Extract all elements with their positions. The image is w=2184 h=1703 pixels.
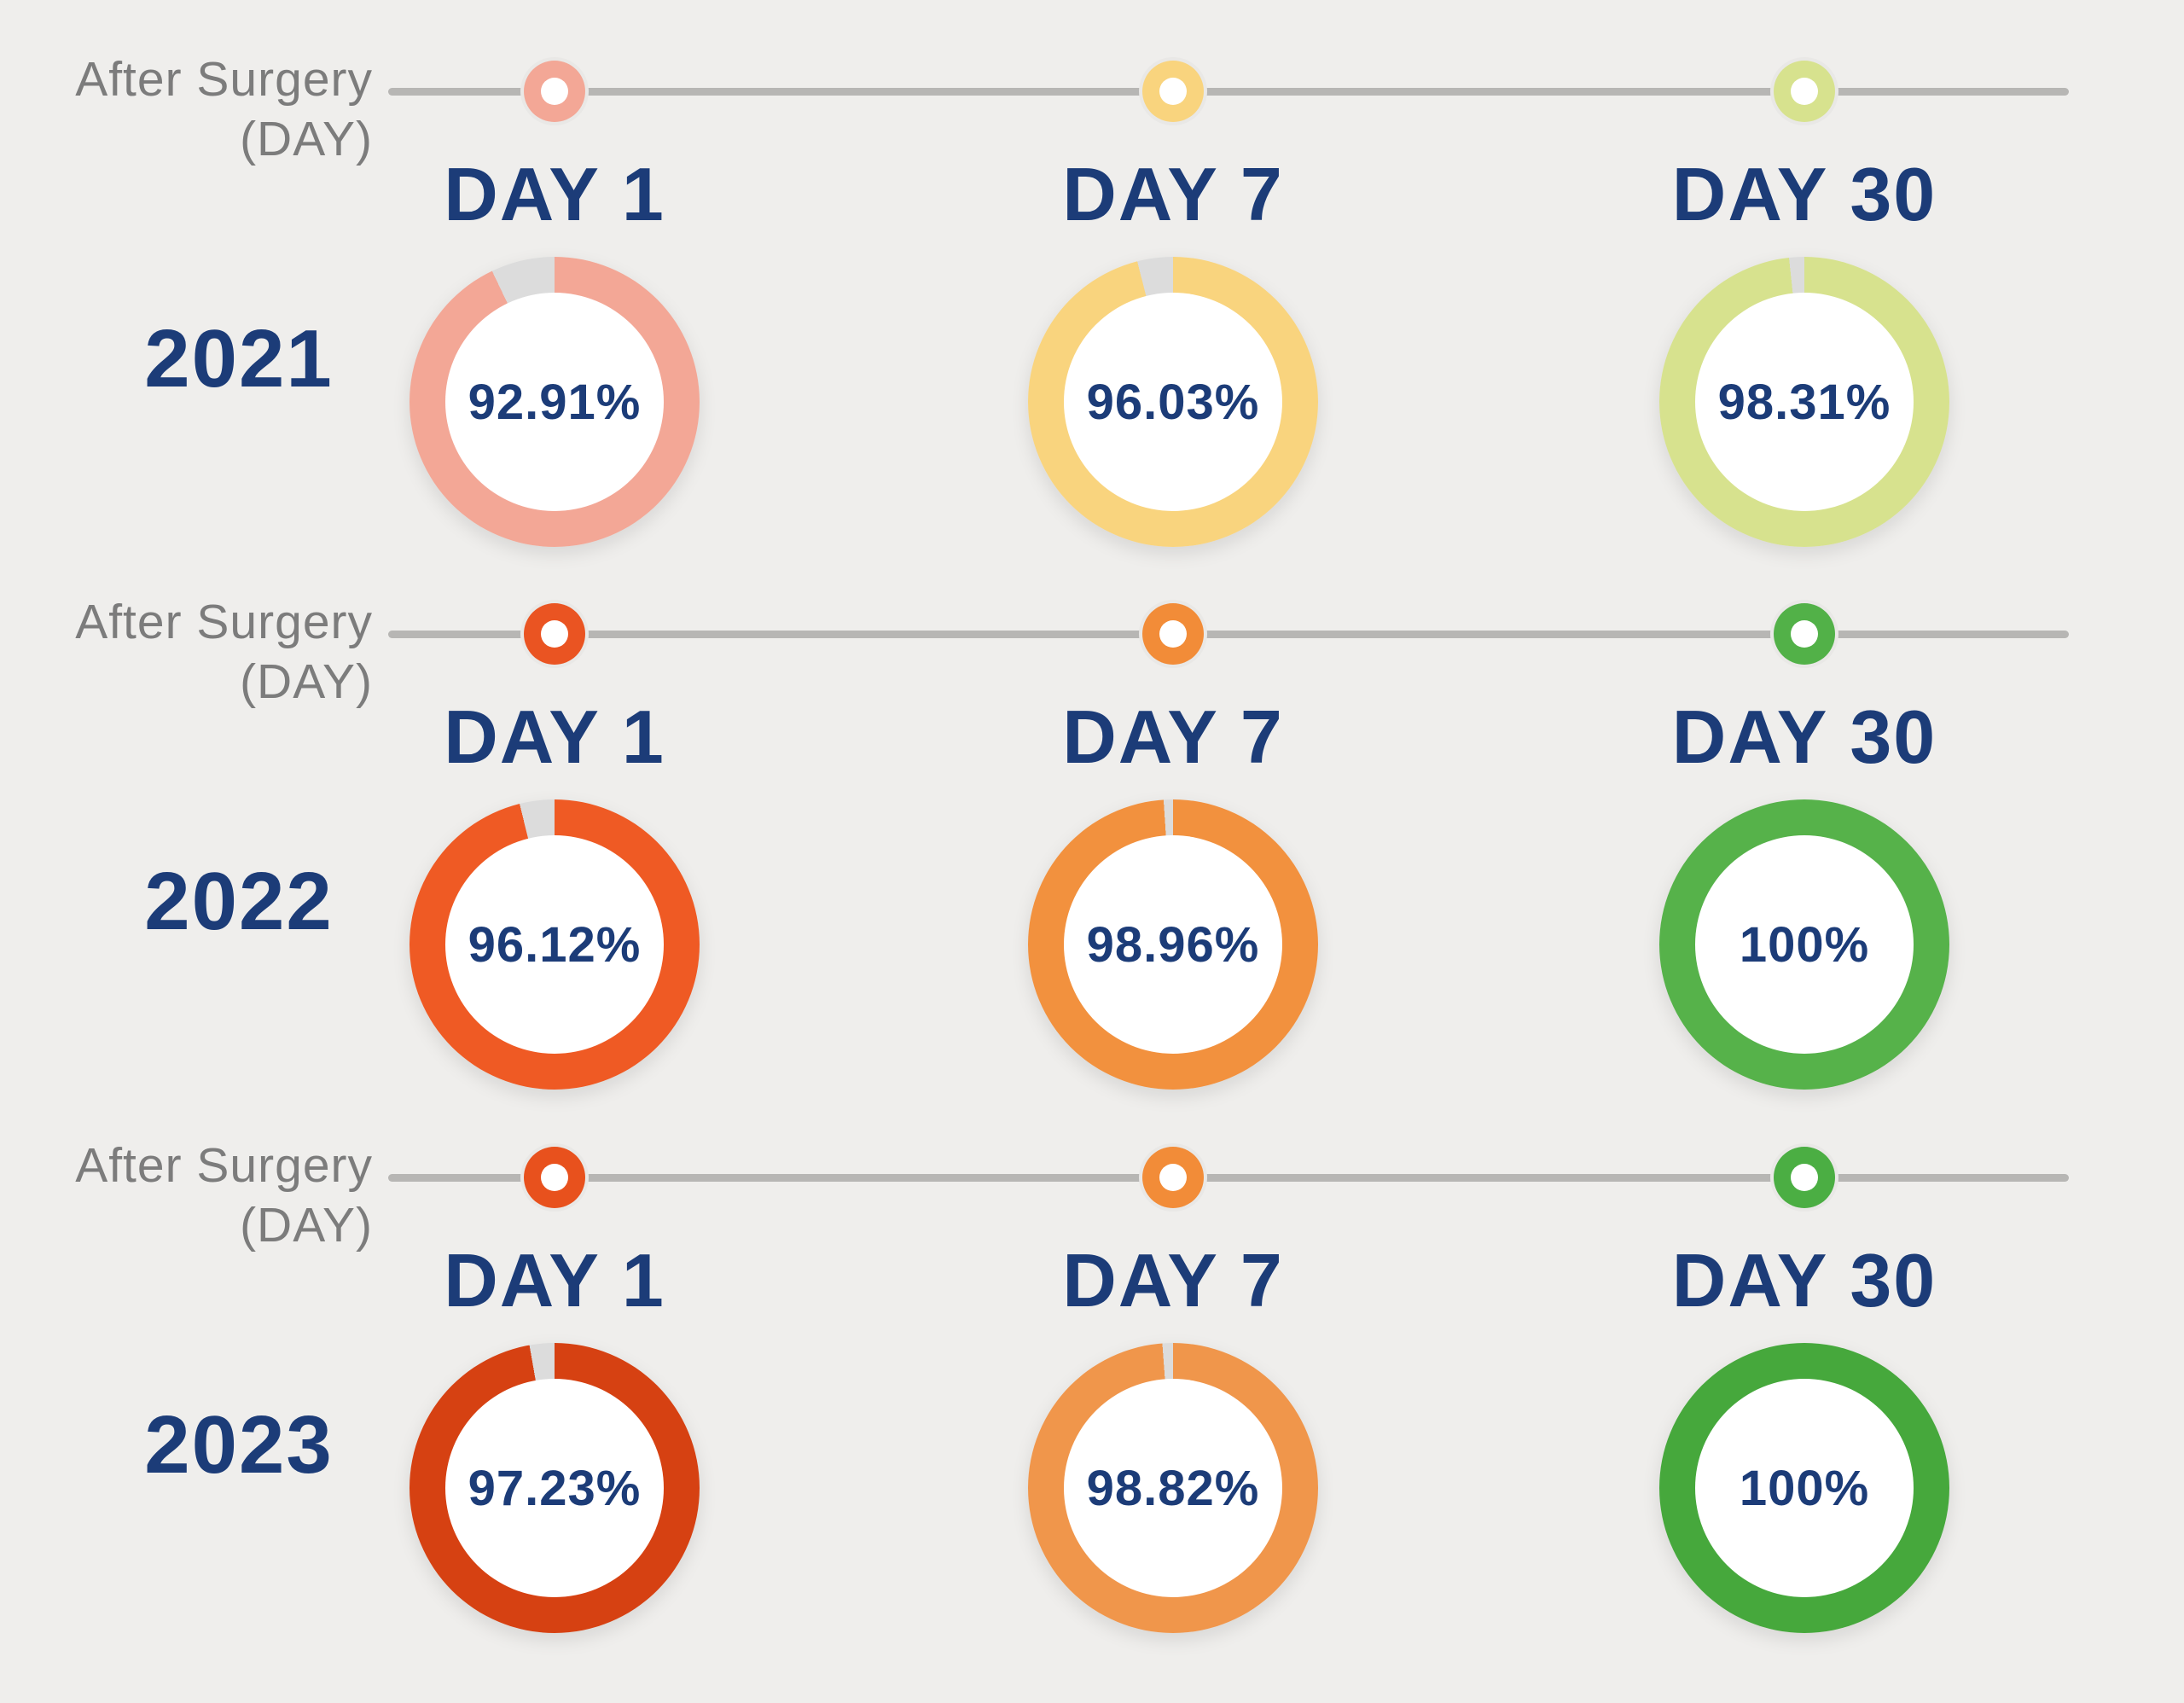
donut-hole [1695, 1379, 1914, 1597]
donut-value: 96.03% [1086, 374, 1260, 430]
timeline-track [388, 88, 2069, 96]
donut-chart: 98.96% [1028, 799, 1318, 1090]
timeline-marker-day7 [1139, 600, 1207, 668]
donut-chart: 97.23% [410, 1343, 700, 1633]
axis-label-line2: (DAY) [240, 112, 373, 166]
day-label: DAY 30 [1671, 695, 1937, 779]
donut-chart: 98.31% [1659, 257, 1949, 547]
year-row: After Surgery (DAY) DAY 1 DAY 7 DAY 30 2… [0, 1086, 2184, 1633]
donut-value: 98.31% [1717, 374, 1891, 430]
axis-label: After Surgery (DAY) [0, 1136, 373, 1255]
donut-value: 98.82% [1086, 1460, 1260, 1516]
axis-label-line1: After Surgery [75, 595, 373, 649]
donut-hole [445, 1379, 664, 1597]
donut-hole [1064, 1379, 1282, 1597]
donut-hole [1064, 835, 1282, 1054]
timeline-marker-day30 [1770, 1143, 1838, 1212]
year-row: After Surgery (DAY) DAY 1 DAY 7 DAY 30 2… [0, 0, 2184, 547]
axis-label-line1: After Surgery [75, 52, 373, 107]
day-label: DAY 30 [1671, 152, 1937, 236]
donut-chart: 100% [1659, 1343, 1949, 1633]
day-label: DAY 1 [444, 152, 665, 236]
donut-chart: 96.12% [410, 799, 700, 1090]
timeline-track [388, 1174, 2069, 1182]
donut-hole [445, 835, 664, 1054]
timeline-marker-day30 [1770, 57, 1838, 125]
donut-value: 97.23% [468, 1460, 642, 1516]
day-label: DAY 30 [1671, 1238, 1937, 1322]
donut-chart: 92.91% [410, 257, 700, 547]
donut-value: 96.12% [468, 916, 642, 973]
donut-chart: 96.03% [1028, 257, 1318, 547]
year-row: After Surgery (DAY) DAY 1 DAY 7 DAY 30 2… [0, 543, 2184, 1090]
donut-hole [1695, 293, 1914, 511]
axis-label-line1: After Surgery [75, 1138, 373, 1193]
donut-value: 100% [1739, 916, 1870, 973]
donut-value: 92.91% [468, 374, 642, 430]
day-label: DAY 7 [1062, 1238, 1284, 1322]
timeline-marker-day7 [1139, 1143, 1207, 1212]
axis-label-line2: (DAY) [240, 654, 373, 709]
timeline-marker-day7 [1139, 57, 1207, 125]
donut-chart: 98.82% [1028, 1343, 1318, 1633]
axis-label-line2: (DAY) [240, 1198, 373, 1253]
year-label: 2022 [144, 856, 334, 947]
timeline-marker-day1 [520, 1143, 589, 1212]
axis-label: After Surgery (DAY) [0, 592, 373, 712]
year-label: 2021 [144, 313, 334, 404]
day-label: DAY 1 [444, 695, 665, 779]
timeline-marker-day1 [520, 57, 589, 125]
year-label: 2023 [144, 1399, 334, 1491]
donut-value: 100% [1739, 1460, 1870, 1516]
day-label: DAY 7 [1062, 152, 1284, 236]
day-label: DAY 7 [1062, 695, 1284, 779]
donut-hole [1064, 293, 1282, 511]
timeline-track [388, 631, 2069, 638]
timeline-marker-day1 [520, 600, 589, 668]
timeline-marker-day30 [1770, 600, 1838, 668]
donut-hole [1695, 835, 1914, 1054]
donut-value: 98.96% [1086, 916, 1260, 973]
axis-label: After Surgery (DAY) [0, 49, 373, 169]
day-label: DAY 1 [444, 1238, 665, 1322]
donut-chart: 100% [1659, 799, 1949, 1090]
donut-hole [445, 293, 664, 511]
